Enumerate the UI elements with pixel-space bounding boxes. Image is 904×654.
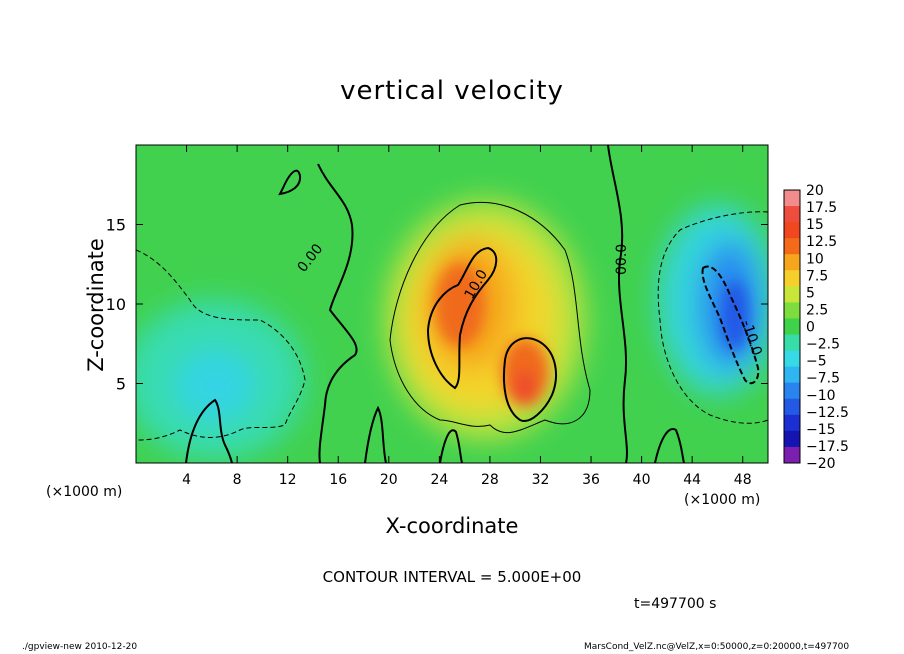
field-right-deepblue (721, 280, 749, 350)
colorbar-label: −12.5 (806, 405, 849, 421)
colorbar-swatch (784, 334, 800, 352)
colorbar-swatch (784, 238, 800, 255)
colorbar-swatch (784, 270, 800, 287)
colorbar-label: 15 (806, 217, 824, 233)
colorbar-swatch (784, 286, 800, 303)
colorbar-label: 2.5 (806, 302, 828, 318)
colorbar-label: −2.5 (806, 337, 840, 353)
colorbar-swatch (784, 318, 800, 336)
field-core-upper (435, 263, 485, 347)
contour-zero-bottom-1 (185, 398, 233, 463)
x-tick-label: 32 (532, 472, 550, 488)
x-unit-right: (×1000 m) (684, 492, 761, 508)
y-axis-label: Z-coordinate (84, 238, 108, 372)
y-tick-label: 10 (106, 295, 126, 314)
colorbar-swatch (784, 414, 800, 432)
x-tick-label: 36 (582, 472, 600, 488)
contour-neg-five-right (657, 211, 768, 424)
chart-title: vertical velocity (340, 76, 564, 106)
x-tick-label: 20 (380, 472, 398, 488)
contour-lines (136, 145, 768, 463)
contour-interval-text: CONTOUR INTERVAL = 5.000E+00 (322, 568, 582, 586)
y-axis: 5 10 15 (106, 216, 768, 394)
colorbar-swatch (784, 398, 800, 416)
colorbar-frame (783, 189, 801, 464)
y-tick-label: 15 (106, 216, 126, 235)
contour-zero-left (317, 163, 358, 463)
x-tick-label: 28 (481, 472, 499, 488)
field-left-lightblue (175, 350, 255, 420)
contour-labels: 0.00 10.0 00.0 -10.0 (295, 241, 765, 358)
colorbar-swatch (784, 254, 800, 271)
contour-zero-bottom-3 (439, 429, 463, 463)
colorbar-label: −5 (806, 354, 827, 370)
colorbar-swatch (784, 382, 800, 400)
colorbar-swatch (784, 302, 800, 319)
contour-neg-five-left (136, 249, 306, 441)
footer-left-text: ./gpview-new 2010-12-20 (22, 642, 138, 652)
colorbar-swatch (784, 366, 800, 384)
colorbar-label: −15 (806, 422, 836, 438)
y-tick-label: 5 (116, 375, 126, 394)
colorbar-label: −17.5 (806, 439, 849, 455)
colorbar-label: 17.5 (806, 200, 837, 216)
colorbar-swatch (784, 206, 800, 223)
x-unit-left: (×1000 m) (46, 484, 123, 500)
contour-zero-blob (278, 169, 302, 196)
x-tick-label: 12 (279, 472, 297, 488)
x-tick-label: 48 (734, 472, 752, 488)
colorbar-label: −7.5 (806, 371, 840, 387)
contour-neg-ten (701, 265, 760, 385)
x-tick-label: 24 (430, 472, 448, 488)
colorbar-label: 7.5 (806, 268, 828, 284)
x-axis: 4 8 12 16 20 24 28 32 36 40 44 48 (182, 145, 752, 488)
x-tick-label: 40 (633, 472, 651, 488)
contour-zero-bottom-4 (654, 428, 685, 463)
colorbar-swatch (784, 446, 800, 464)
footer-right-text: MarsCond_VelZ.nc@VelZ,x=0:50000,z=0:2000… (584, 642, 850, 652)
x-axis-label: X-coordinate (385, 514, 519, 538)
colorbar-label: 5 (806, 285, 815, 301)
colorbar-swatch (784, 350, 800, 368)
contour-zero-right (607, 145, 628, 463)
heatmap-field (136, 145, 768, 463)
colorbar-label: 12.5 (806, 234, 837, 250)
colorbar-label: −10 (806, 388, 836, 404)
colorbar-label: 10 (806, 251, 824, 267)
colorbar-label: 20 (806, 183, 824, 199)
contour-zero-bottom-2 (364, 405, 387, 463)
contour-label-right: 00.0 (614, 244, 630, 275)
colorbar-label: −20 (806, 456, 836, 472)
time-label: t=497700 s (634, 596, 717, 612)
colorbar-swatch (784, 222, 800, 239)
colorbar-swatch (784, 430, 800, 448)
contour-ten-lower (502, 337, 557, 422)
x-tick-label: 44 (683, 472, 701, 488)
contour-five (389, 201, 591, 434)
field-core-lower-red (513, 370, 537, 406)
x-tick-label: 4 (182, 472, 191, 488)
x-tick-label: 8 (233, 472, 242, 488)
colorbar-swatch (784, 190, 800, 207)
x-tick-label: 16 (329, 472, 347, 488)
colorbar-label: 0 (806, 320, 815, 336)
contour-ten-upper (426, 246, 498, 390)
